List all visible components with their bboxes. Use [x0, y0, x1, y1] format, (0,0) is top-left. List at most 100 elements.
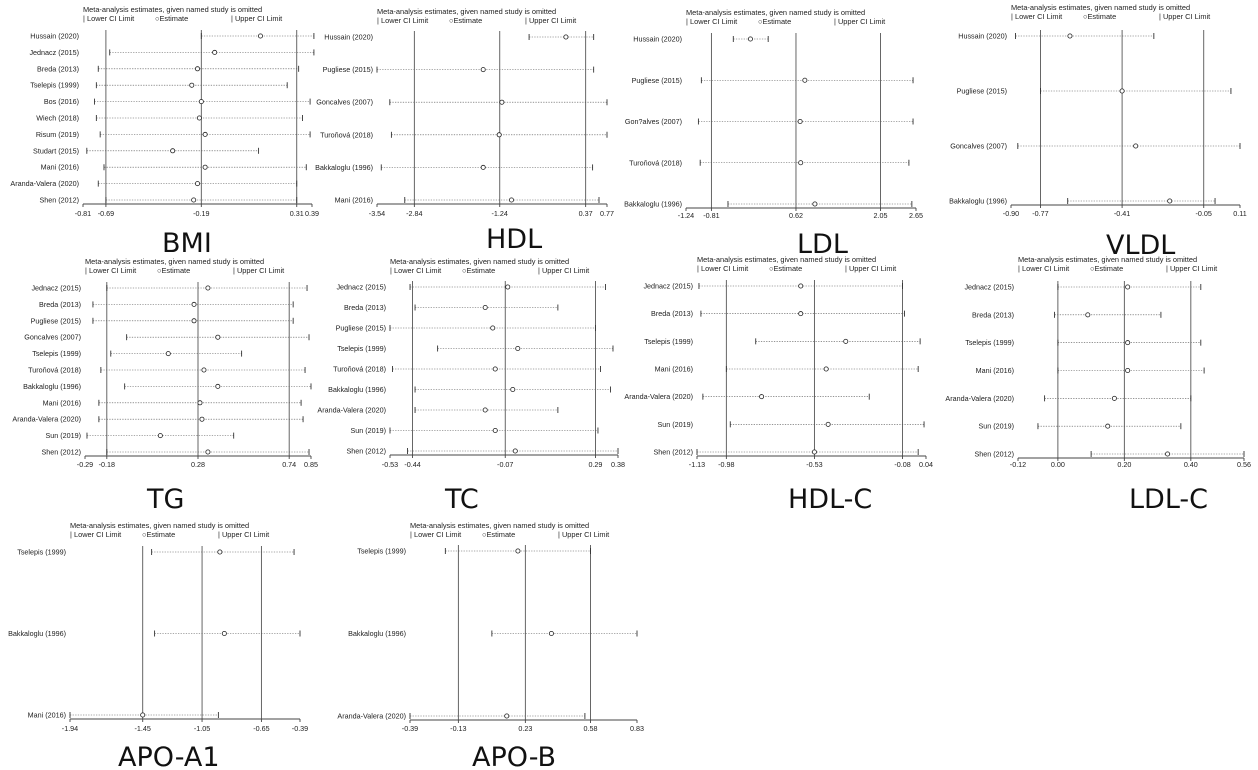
- estimate-marker: [194, 66, 200, 72]
- estimate-marker: [811, 449, 817, 455]
- legend-upper-ci: | Upper CI Limit: [538, 266, 589, 275]
- study-label: Mani (2016): [335, 196, 373, 205]
- legend-lower-ci: | Lower CI Limit: [410, 530, 461, 539]
- panel-hdl: Meta-analysis estimates, given named stu…: [315, 7, 614, 255]
- x-tick-label: -1.13: [689, 460, 705, 469]
- estimate-marker: [499, 99, 505, 105]
- study-label: Jednacz (2015): [29, 48, 79, 57]
- estimate-marker: [482, 407, 488, 413]
- estimate-marker: [199, 416, 205, 422]
- x-tick-label: 0.39: [305, 209, 319, 218]
- x-tick-label: -0.39: [292, 724, 308, 733]
- study-label: Aranda-Valera (2020): [624, 392, 693, 401]
- panel-title: VLDL: [1106, 230, 1175, 261]
- x-tick-label: 2.05: [874, 211, 888, 220]
- estimate-marker: [759, 394, 765, 400]
- study-label: Bakkaloglu (1996): [315, 163, 373, 172]
- panel-caption: Meta-analysis estimates, given named stu…: [1018, 255, 1197, 264]
- panel-title: LDL: [797, 229, 848, 260]
- estimate-marker: [1105, 423, 1111, 429]
- legend-lower-ci: | Lower CI Limit: [390, 266, 441, 275]
- study-label: Breda (2013): [651, 309, 693, 318]
- x-tick-label: -0.44: [404, 460, 420, 469]
- estimate-marker: [1125, 367, 1131, 373]
- x-tick-label: -1.45: [135, 724, 151, 733]
- estimate-marker: [1111, 395, 1117, 401]
- study-label: Bakkaloglu (1996): [624, 200, 682, 209]
- x-tick-label: -0.39: [402, 724, 418, 733]
- x-tick-label: -0.13: [450, 724, 466, 733]
- study-label: Breda (2013): [344, 303, 386, 312]
- study-label: Hussain (2020): [633, 35, 682, 44]
- panel-vldl: Meta-analysis estimates, given named stu…: [949, 3, 1247, 261]
- estimate-marker: [812, 201, 818, 207]
- study-label: Aranda-Valera (2020): [317, 406, 386, 415]
- x-tick-label: 0.77: [600, 209, 614, 218]
- x-tick-label: -0.65: [253, 724, 269, 733]
- study-label: Mani (2016): [43, 398, 81, 407]
- study-label: Goncalves (2007): [24, 333, 81, 342]
- estimate-marker: [802, 77, 808, 83]
- estimate-marker: [515, 548, 521, 554]
- estimate-marker: [515, 345, 521, 351]
- panel-title: APO-B: [472, 742, 556, 770]
- x-tick-label: -0.69: [98, 209, 114, 218]
- study-label: Bakkaloglu (1996): [328, 385, 386, 394]
- estimate-marker: [563, 34, 569, 40]
- x-tick-label: 0.00: [1051, 460, 1065, 469]
- study-label: Aranda-Valera (2020): [10, 179, 79, 188]
- panel-bmi: Meta-analysis estimates, given named stu…: [10, 5, 319, 259]
- estimate-marker: [205, 285, 211, 291]
- estimate-marker: [512, 448, 518, 454]
- legend-estimate: ○Estimate: [142, 530, 175, 539]
- estimate-marker: [492, 427, 498, 433]
- estimate-marker: [202, 164, 208, 170]
- legend-lower-ci: | Lower CI Limit: [70, 530, 121, 539]
- estimate-marker: [217, 549, 223, 555]
- estimate-marker: [201, 367, 207, 373]
- study-label: Shen (2012): [39, 196, 79, 205]
- study-label: Sun (2019): [350, 426, 386, 435]
- legend-estimate: ○Estimate: [1083, 12, 1116, 21]
- estimate-marker: [140, 712, 146, 718]
- study-label: Risum (2019): [36, 130, 79, 139]
- panel-title: TG: [146, 484, 184, 515]
- study-label: Bakkaloglu (1996): [23, 382, 81, 391]
- estimate-marker: [197, 400, 203, 406]
- estimate-marker: [480, 67, 486, 73]
- legend-lower-ci: | Lower CI Limit: [697, 264, 748, 273]
- study-label: Tselepis (1999): [965, 338, 1014, 347]
- x-tick-label: 0.37: [579, 209, 593, 218]
- study-label: Tselepis (1999): [357, 547, 406, 556]
- estimate-marker: [510, 386, 516, 392]
- estimate-marker: [221, 631, 227, 637]
- study-label: Pugliese (2015): [957, 87, 1007, 96]
- panel-title: LDL-C: [1129, 484, 1208, 515]
- study-label: Studart (2015): [33, 146, 79, 155]
- study-label: Tselepis (1999): [30, 81, 79, 90]
- study-label: Bos (2016): [44, 97, 79, 106]
- x-tick-label: -0.53: [806, 460, 822, 469]
- estimate-marker: [194, 181, 200, 187]
- x-tick-label: 0.28: [191, 460, 205, 469]
- x-tick-label: -0.12: [1010, 460, 1026, 469]
- panel-caption: Meta-analysis estimates, given named stu…: [686, 8, 865, 17]
- study-label: Aranda-Valera (2020): [12, 415, 81, 424]
- estimate-marker: [205, 449, 211, 455]
- study-label: Jednacz (2015): [336, 283, 386, 292]
- study-label: Hussain (2020): [324, 33, 373, 42]
- panel-ldl: Meta-analysis estimates, given named stu…: [624, 8, 923, 260]
- study-label: Sun (2019): [45, 431, 81, 440]
- x-tick-label: -3.54: [369, 209, 385, 218]
- panel-tc: Meta-analysis estimates, given named stu…: [317, 257, 625, 515]
- x-tick-label: 0.58: [583, 724, 597, 733]
- panel-apo-a1: Meta-analysis estimates, given named stu…: [8, 521, 308, 770]
- x-tick-label: 0.83: [630, 724, 644, 733]
- estimate-marker: [548, 631, 554, 637]
- x-tick-label: -0.77: [1032, 209, 1048, 218]
- x-tick-label: -0.81: [75, 209, 91, 218]
- panel-caption: Meta-analysis estimates, given named stu…: [85, 257, 264, 266]
- panel-caption: Meta-analysis estimates, given named stu…: [1011, 3, 1190, 12]
- legend-estimate: ○Estimate: [155, 14, 188, 23]
- x-tick-label: 0.29: [588, 460, 602, 469]
